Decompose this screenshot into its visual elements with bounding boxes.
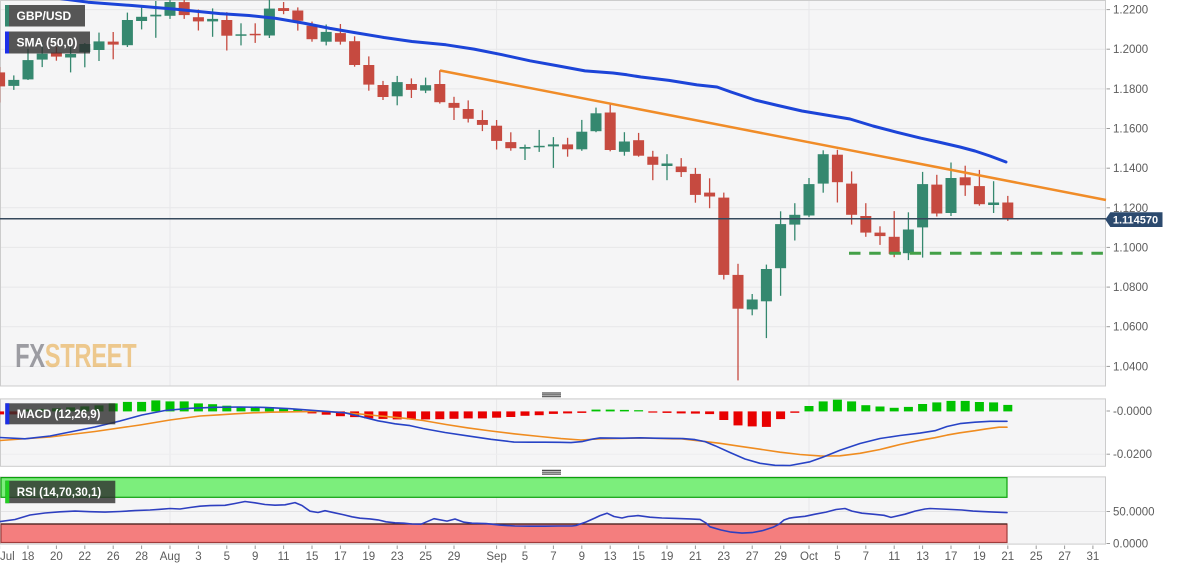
svg-text:1.1400: 1.1400 bbox=[1113, 163, 1148, 175]
svg-text:1.2000: 1.2000 bbox=[1113, 44, 1148, 56]
svg-text:28: 28 bbox=[135, 551, 148, 563]
svg-text:9: 9 bbox=[252, 551, 258, 563]
svg-text:13: 13 bbox=[916, 551, 929, 563]
svg-text:22: 22 bbox=[78, 551, 91, 563]
svg-text:1.2200: 1.2200 bbox=[1113, 5, 1148, 17]
svg-text:7: 7 bbox=[863, 551, 869, 563]
svg-text:FXSTREET: FXSTREET bbox=[15, 338, 137, 375]
svg-text:3: 3 bbox=[195, 551, 201, 563]
svg-text:Jul: Jul bbox=[0, 551, 15, 563]
svg-text:RSI (14,70,30,1): RSI (14,70,30,1) bbox=[17, 487, 102, 499]
svg-text:Oct: Oct bbox=[800, 551, 819, 563]
svg-text:Aug: Aug bbox=[160, 551, 180, 563]
svg-text:5: 5 bbox=[522, 551, 528, 563]
svg-text:21: 21 bbox=[689, 551, 702, 563]
svg-text:1.0600: 1.0600 bbox=[1113, 322, 1148, 334]
svg-text:25: 25 bbox=[419, 551, 432, 563]
svg-text:19: 19 bbox=[661, 551, 674, 563]
svg-text:50.0000: 50.0000 bbox=[1113, 507, 1155, 519]
svg-text:31: 31 bbox=[1087, 551, 1100, 563]
svg-text:15: 15 bbox=[306, 551, 319, 563]
svg-text:5: 5 bbox=[834, 551, 840, 563]
svg-text:1.0800: 1.0800 bbox=[1113, 282, 1148, 294]
svg-text:1.0400: 1.0400 bbox=[1113, 361, 1148, 373]
svg-text:9: 9 bbox=[579, 551, 585, 563]
svg-text:17: 17 bbox=[334, 551, 347, 563]
svg-text:18: 18 bbox=[22, 551, 35, 563]
svg-text:MACD (12,26,9): MACD (12,26,9) bbox=[17, 409, 101, 421]
svg-text:11: 11 bbox=[278, 551, 290, 563]
svg-text:27: 27 bbox=[746, 551, 759, 563]
svg-text:29: 29 bbox=[774, 551, 787, 563]
svg-text:17: 17 bbox=[945, 551, 958, 563]
svg-text:29: 29 bbox=[448, 551, 461, 563]
svg-text:23: 23 bbox=[717, 551, 730, 563]
svg-text:1.1600: 1.1600 bbox=[1113, 124, 1148, 136]
svg-text:1.114570: 1.114570 bbox=[1113, 215, 1158, 227]
svg-text:SMA (50,0): SMA (50,0) bbox=[17, 36, 78, 50]
svg-text:21: 21 bbox=[1001, 551, 1014, 563]
svg-text:11: 11 bbox=[888, 551, 900, 563]
svg-text:1.1200: 1.1200 bbox=[1113, 203, 1148, 215]
svg-text:27: 27 bbox=[1058, 551, 1071, 563]
svg-text:15: 15 bbox=[632, 551, 645, 563]
svg-text:25: 25 bbox=[1030, 551, 1043, 563]
svg-text:1.1000: 1.1000 bbox=[1113, 242, 1148, 254]
svg-text:20: 20 bbox=[50, 551, 63, 563]
svg-text:GBP/USD: GBP/USD bbox=[17, 9, 72, 23]
svg-text:1.1800: 1.1800 bbox=[1113, 84, 1148, 96]
svg-text:19: 19 bbox=[362, 551, 375, 563]
svg-text:13: 13 bbox=[604, 551, 617, 563]
svg-text:26: 26 bbox=[107, 551, 120, 563]
svg-text:-0.0000: -0.0000 bbox=[1113, 406, 1152, 418]
svg-text:7: 7 bbox=[550, 551, 556, 563]
svg-text:-0.0200: -0.0200 bbox=[1113, 449, 1152, 461]
svg-text:19: 19 bbox=[973, 551, 986, 563]
svg-text:Sep: Sep bbox=[486, 551, 506, 563]
svg-text:0.0000: 0.0000 bbox=[1113, 539, 1148, 551]
svg-text:23: 23 bbox=[391, 551, 404, 563]
svg-text:5: 5 bbox=[224, 551, 230, 563]
